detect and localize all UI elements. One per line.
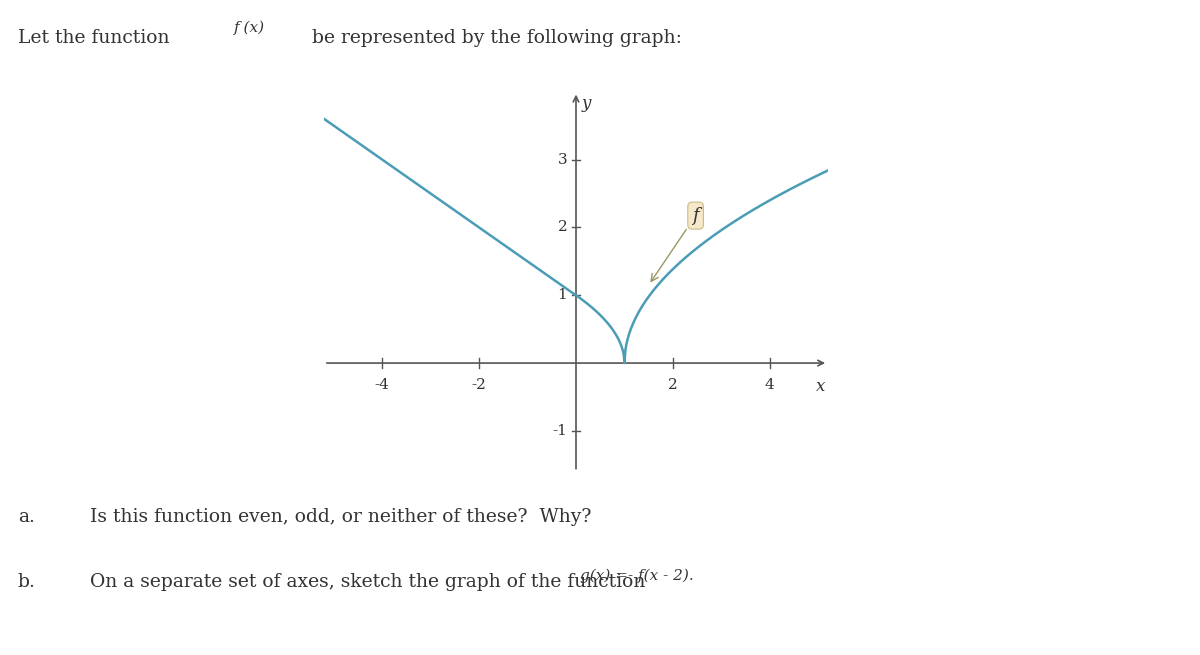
Text: f (x): f (x): [234, 21, 265, 35]
Text: -2: -2: [472, 378, 486, 392]
Text: be represented by the following graph:: be represented by the following graph:: [306, 29, 682, 47]
Text: -1: -1: [552, 424, 568, 438]
Text: 3: 3: [558, 153, 568, 166]
Text: 2: 2: [668, 378, 678, 392]
Text: b.: b.: [18, 573, 36, 591]
Text: g(x) =- f(x - 2).: g(x) =- f(x - 2).: [580, 569, 694, 583]
Text: -4: -4: [374, 378, 390, 392]
Text: 1: 1: [558, 288, 568, 302]
Text: 2: 2: [558, 220, 568, 234]
Text: x: x: [816, 378, 826, 395]
Text: 4: 4: [764, 378, 775, 392]
Text: Is this function even, odd, or neither of these?  Why?: Is this function even, odd, or neither o…: [90, 508, 592, 525]
Text: y: y: [582, 95, 592, 112]
Text: On a separate set of axes, sketch the graph of the function: On a separate set of axes, sketch the gr…: [90, 573, 652, 591]
Text: Let the function: Let the function: [18, 29, 175, 47]
Text: f: f: [652, 206, 698, 282]
Text: a.: a.: [18, 508, 35, 525]
